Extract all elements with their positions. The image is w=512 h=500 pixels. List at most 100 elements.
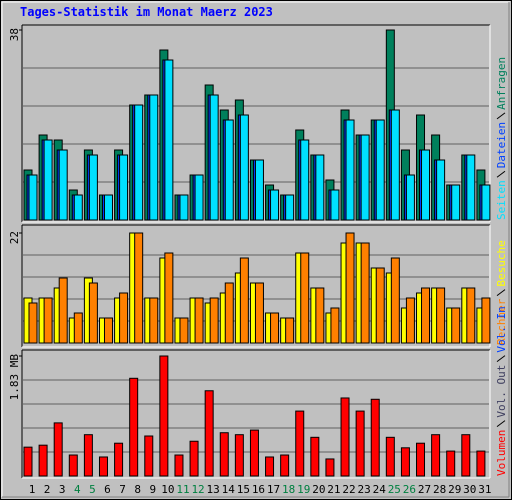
bar bbox=[43, 139, 53, 221]
bar bbox=[149, 297, 159, 344]
legend-label: Seiten bbox=[495, 180, 508, 220]
x-tick-label: 22 bbox=[342, 483, 355, 496]
bar bbox=[340, 397, 350, 477]
legend-label: Vol. In bbox=[495, 306, 508, 352]
bar bbox=[73, 194, 83, 221]
bar bbox=[88, 154, 98, 221]
bar bbox=[360, 242, 370, 344]
bar bbox=[466, 154, 476, 221]
x-tick-label: 13 bbox=[207, 483, 220, 496]
bar bbox=[345, 119, 355, 221]
x-tick-label: 31 bbox=[478, 483, 491, 496]
bar bbox=[461, 434, 471, 477]
bar bbox=[53, 422, 63, 477]
bar bbox=[481, 297, 491, 344]
bar bbox=[134, 104, 144, 221]
x-tick-label: 24 bbox=[373, 483, 387, 496]
bar bbox=[325, 458, 335, 477]
bar bbox=[103, 194, 113, 221]
x-tick-label: 17 bbox=[267, 483, 280, 496]
bar bbox=[134, 232, 144, 344]
bar bbox=[375, 267, 385, 344]
x-tick-label: 19 bbox=[297, 483, 310, 496]
bar bbox=[355, 410, 365, 477]
bar bbox=[466, 287, 476, 344]
x-tick-label: 2 bbox=[44, 483, 51, 496]
bar bbox=[103, 317, 113, 344]
bar bbox=[285, 317, 295, 344]
bar bbox=[300, 252, 310, 344]
bar bbox=[68, 454, 78, 477]
bar bbox=[98, 456, 108, 477]
bar bbox=[219, 432, 229, 477]
legend-separator bbox=[496, 355, 506, 363]
bar bbox=[390, 109, 400, 221]
bar bbox=[476, 450, 486, 477]
y-tick-label: 38 bbox=[8, 28, 21, 41]
x-tick-label: 6 bbox=[104, 483, 111, 496]
bar bbox=[265, 456, 275, 477]
bar bbox=[38, 444, 48, 477]
bar bbox=[315, 154, 325, 221]
bar bbox=[234, 434, 244, 477]
bar bbox=[254, 282, 264, 344]
bar bbox=[164, 252, 174, 344]
legend-separator bbox=[496, 289, 506, 297]
bar bbox=[43, 297, 53, 344]
bar bbox=[385, 436, 395, 477]
bar bbox=[83, 434, 93, 477]
bar bbox=[204, 390, 214, 477]
bar bbox=[224, 119, 234, 221]
x-tick-label: 8 bbox=[134, 483, 141, 496]
bar bbox=[405, 297, 415, 344]
legend-label: Dateien bbox=[495, 122, 508, 168]
bar bbox=[179, 194, 189, 221]
bar bbox=[300, 139, 310, 221]
x-tick-label: 10 bbox=[161, 483, 174, 496]
chart-title: Tages-Statistik im Monat Maerz 2023 bbox=[20, 5, 273, 19]
y-tick-label: 22 bbox=[8, 231, 21, 244]
bar bbox=[405, 174, 415, 221]
bar bbox=[421, 149, 431, 221]
bar bbox=[285, 194, 295, 221]
bar bbox=[224, 282, 234, 344]
legend-label: Vol. Out bbox=[495, 365, 508, 418]
bar bbox=[330, 307, 340, 344]
bar bbox=[194, 174, 204, 221]
bar bbox=[451, 184, 461, 221]
y-tick-label: 1.83 MB bbox=[8, 354, 21, 401]
bar bbox=[58, 277, 68, 344]
x-tick-label: 9 bbox=[149, 483, 156, 496]
bar bbox=[254, 159, 264, 221]
bar bbox=[239, 257, 249, 344]
bar bbox=[23, 446, 33, 477]
x-tick-label: 4 bbox=[74, 483, 81, 496]
bar bbox=[239, 114, 249, 221]
x-tick-label: 5 bbox=[89, 483, 96, 496]
x-tick-label: 20 bbox=[312, 483, 325, 496]
x-tick-label: 30 bbox=[463, 483, 476, 496]
bar bbox=[370, 398, 380, 477]
bar bbox=[270, 312, 280, 344]
bar bbox=[149, 94, 159, 221]
bar bbox=[436, 287, 446, 344]
legend-label: Besuche bbox=[495, 240, 508, 286]
x-tick-label: 12 bbox=[191, 483, 204, 496]
bar bbox=[159, 355, 169, 477]
x-tick-label: 27 bbox=[418, 483, 431, 496]
bar bbox=[249, 429, 259, 477]
bar bbox=[280, 454, 290, 477]
legend-separator bbox=[496, 112, 506, 120]
bar bbox=[189, 440, 199, 477]
x-tick-label: 15 bbox=[237, 483, 250, 496]
x-tick-label: 18 bbox=[282, 483, 295, 496]
bar bbox=[436, 159, 446, 221]
bar bbox=[295, 410, 305, 477]
bar bbox=[144, 435, 154, 477]
x-tick-label: 25 bbox=[388, 483, 401, 496]
x-tick-label: 7 bbox=[119, 483, 126, 496]
bar bbox=[390, 257, 400, 344]
x-tick-label: 23 bbox=[358, 483, 371, 496]
legend-separator bbox=[496, 420, 506, 428]
x-tick-label: 29 bbox=[448, 483, 461, 496]
